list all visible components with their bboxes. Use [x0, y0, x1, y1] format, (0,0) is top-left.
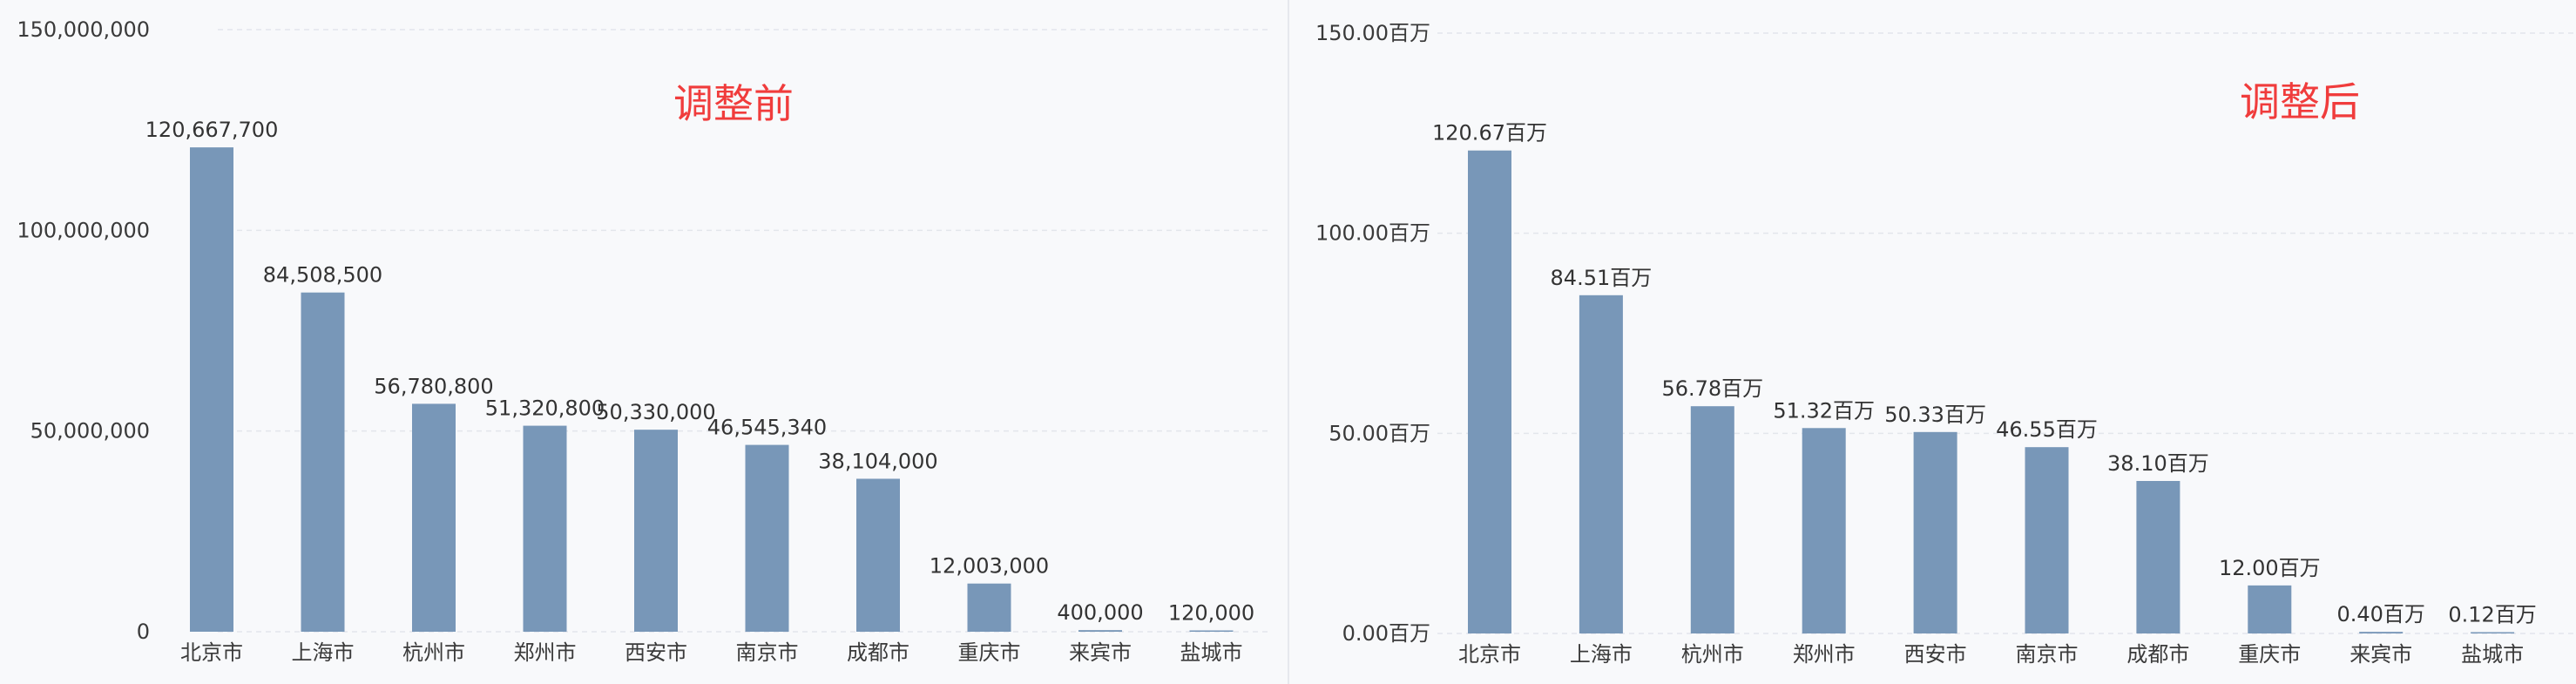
y-tick-label: 150,000,000: [17, 17, 150, 42]
category-label: 郑州市: [1793, 642, 1856, 667]
data-label: 50.33百万: [1884, 403, 1986, 427]
bar[interactable]: [1189, 630, 1234, 633]
category-label: 南京市: [736, 640, 799, 665]
chart-before: 0 50,000,000 100,000,000 150,000,000 120,667…: [17, 17, 1268, 665]
category-label: 北京市: [1458, 642, 1521, 667]
chart-title: 调整前: [673, 80, 794, 127]
category-label: 杭州市: [1681, 642, 1744, 667]
bar[interactable]: [2248, 585, 2292, 633]
data-label: 120,667,700: [145, 118, 279, 142]
data-label: 50,330,000: [596, 400, 715, 424]
data-label: 12.00百万: [2219, 556, 2321, 580]
data-label: 120.67百万: [1432, 121, 1547, 146]
data-label: 56,780,800: [374, 374, 493, 398]
data-label: 51.32百万: [1773, 398, 1875, 423]
category-label: 杭州市: [402, 640, 465, 665]
bar[interactable]: [1802, 428, 1846, 633]
category-label: 来宾市: [1069, 640, 1132, 665]
data-label: 0.12百万: [2448, 603, 2536, 627]
category-label: 盐城市: [1180, 640, 1243, 665]
data-label: 120,000: [1168, 601, 1254, 626]
category-label: 西安市: [625, 640, 687, 665]
data-label: 0.40百万: [2336, 602, 2424, 626]
y-tick-label: 50.00百万: [1329, 421, 1430, 445]
bar[interactable]: [301, 292, 345, 632]
chart-title: 调整后: [2240, 78, 2360, 125]
bar[interactable]: [1579, 295, 1623, 633]
category-label: 郑州市: [514, 640, 577, 665]
category-label: 西安市: [1904, 642, 1967, 667]
bar[interactable]: [1078, 630, 1122, 632]
bar[interactable]: [967, 583, 1011, 632]
bar[interactable]: [1468, 150, 1511, 633]
data-label: 51,320,800: [485, 396, 605, 421]
bar[interactable]: [745, 444, 789, 632]
data-label: 400,000: [1057, 600, 1143, 625]
category-label: 来宾市: [2350, 642, 2412, 667]
data-label: 38.10百万: [2107, 451, 2209, 476]
data-label: 84.51百万: [1551, 266, 1653, 290]
data-label: 56.78百万: [1661, 376, 1763, 401]
category-label: 上海市: [1570, 642, 1633, 667]
y-tick-label: 100,000,000: [17, 218, 150, 242]
y-tick-label: 150.00百万: [1315, 21, 1430, 45]
bar[interactable]: [1913, 431, 1957, 633]
bar[interactable]: [412, 403, 456, 632]
y-tick-label: 0: [137, 620, 150, 644]
bar[interactable]: [2471, 632, 2515, 634]
bar[interactable]: [190, 147, 233, 632]
category-label: 成都市: [2126, 642, 2189, 667]
bar[interactable]: [2136, 480, 2180, 633]
category-label: 南京市: [2016, 642, 2079, 667]
bar[interactable]: [2025, 447, 2069, 633]
chart-after: 0.00百万 50.00百万 100.00百万 150.00百万 120.67百万北京市…: [1315, 21, 2574, 667]
category-label: 重庆市: [958, 640, 1021, 665]
data-label: 12,003,000: [930, 554, 1049, 579]
category-label: 盐城市: [2461, 642, 2524, 667]
y-tick-label: 50,000,000: [30, 419, 150, 444]
category-label: 重庆市: [2238, 642, 2301, 667]
data-label: 46,545,340: [707, 416, 827, 440]
data-label: 46.55百万: [1996, 417, 2098, 442]
bar[interactable]: [634, 430, 678, 632]
bar[interactable]: [856, 478, 900, 632]
y-tick-label: 100.00百万: [1315, 221, 1430, 246]
bar[interactable]: [1690, 406, 1734, 633]
category-label: 北京市: [180, 640, 243, 665]
category-label: 上海市: [292, 640, 355, 665]
data-label: 84,508,500: [263, 263, 382, 288]
bar[interactable]: [523, 425, 567, 632]
data-label: 38,104,000: [818, 449, 937, 473]
panel-divider: [1288, 0, 1289, 684]
category-label: 成都市: [847, 640, 909, 665]
y-tick-label: 0.00百万: [1342, 621, 1430, 646]
bar[interactable]: [2359, 632, 2404, 633]
